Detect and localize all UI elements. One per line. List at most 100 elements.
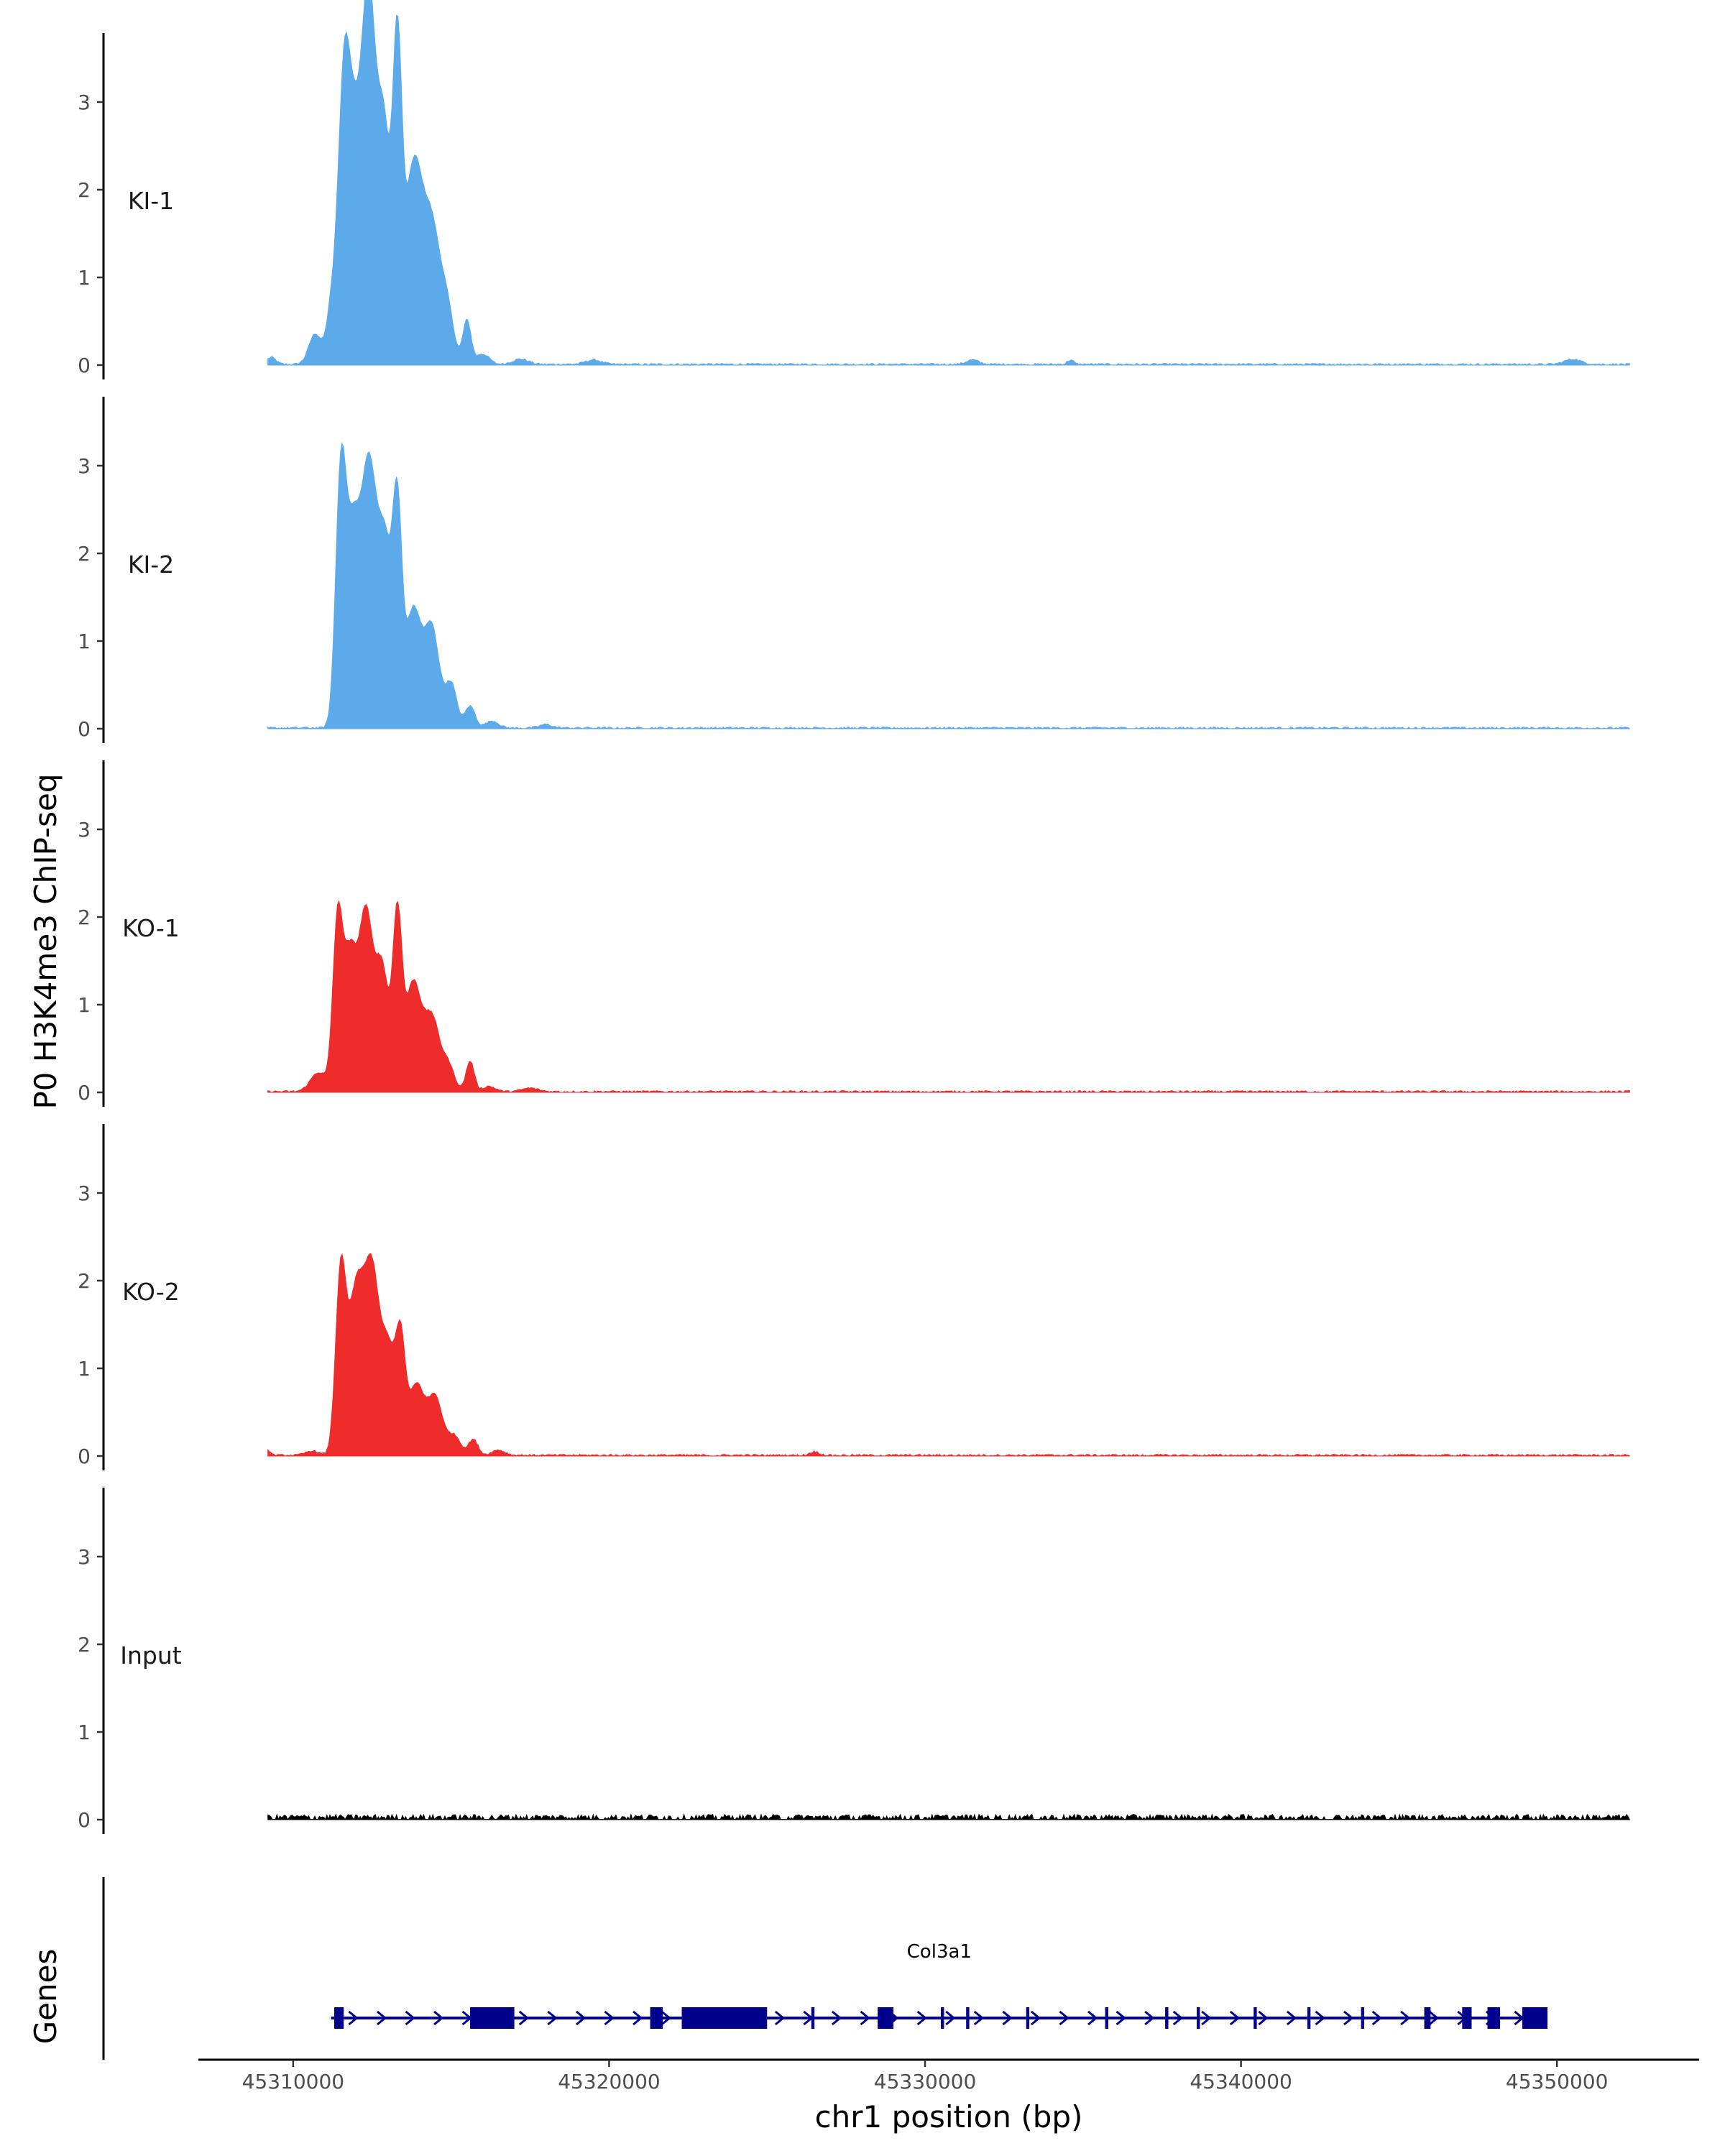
gene-exon <box>1424 2007 1431 2029</box>
track-label: Input <box>120 1641 182 1669</box>
strand-arrow <box>916 2010 928 2026</box>
strand-arrow <box>1485 2010 1496 2026</box>
strand-arrow <box>461 2010 473 2026</box>
signal-area <box>267 900 1630 1093</box>
signal-area <box>267 441 1630 729</box>
strand-arrow <box>1371 2010 1382 2026</box>
strand-arrow <box>973 2010 985 2026</box>
gene-exon <box>1197 2007 1200 2029</box>
strand-arrow <box>774 2010 786 2026</box>
gene-exon <box>681 2007 768 2029</box>
strand-arrow <box>604 2010 615 2026</box>
signal-area <box>267 1812 1630 1821</box>
strand-arrow <box>661 2010 671 2026</box>
x-tick-label: 45320000 <box>558 2070 661 2093</box>
gene-track: Col3a1 <box>102 1877 1548 2060</box>
track-ki-2: 0 1 2 3 KI-2 <box>78 397 1630 743</box>
strand-arrow <box>433 2010 444 2026</box>
track-ko-2: 0 1 2 3 KO-2 <box>78 1124 1630 1470</box>
track-input: 0 1 2 3 Input <box>78 1488 1630 1834</box>
x-tick-label: 45340000 <box>1190 2070 1292 2093</box>
y-tick-label: 2 <box>78 1269 91 1293</box>
strand-arrow <box>860 2010 870 2026</box>
strand-arrow <box>1087 2010 1098 2026</box>
gene-track-title: Genes <box>28 1949 63 2045</box>
strand-arrow <box>1428 2010 1440 2026</box>
strand-arrow <box>689 2010 700 2026</box>
strand-arrow <box>575 2010 586 2026</box>
y-tick-label: 2 <box>78 1633 91 1657</box>
strand-arrow <box>1400 2010 1411 2026</box>
strand-arrow <box>803 2010 814 2026</box>
track-label: KO-1 <box>122 914 180 942</box>
gene-exon <box>650 2007 663 2029</box>
signal-tracks: 0 1 2 3 KI-1 0 1 2 3 KI-2 0 1 2 3 KO-1 0 1 2 3 KO-2 0 1 2 3 Inpu… <box>78 0 1630 1834</box>
strand-arrow <box>1116 2010 1126 2026</box>
gene-exon <box>1522 2007 1548 2029</box>
x-tick-label: 45310000 <box>242 2070 345 2093</box>
y-tick-label: 3 <box>78 1545 91 1569</box>
strand-arrow <box>490 2010 501 2026</box>
strand-arrow <box>405 2010 415 2026</box>
gene-exon <box>1105 2007 1108 2029</box>
y-tick-label: 1 <box>78 266 91 290</box>
gene-exon <box>966 2007 970 2029</box>
strand-arrow <box>888 2010 899 2026</box>
gene-exon <box>1165 2007 1169 2029</box>
y-tick-label: 1 <box>78 630 91 653</box>
strand-arrow <box>1002 2010 1013 2026</box>
gene-exon <box>941 2007 944 2029</box>
strand-arrow <box>945 2010 956 2026</box>
strand-arrow <box>746 2010 757 2026</box>
gene-name-label: Col3a1 <box>907 1941 972 1963</box>
track-label: KO-2 <box>122 1278 180 1306</box>
strand-arrow <box>1030 2010 1041 2026</box>
strand-arrow <box>377 2010 387 2026</box>
track-ko-1: 0 1 2 3 KO-1 <box>78 760 1630 1107</box>
strand-arrow <box>717 2010 729 2026</box>
gene-exon <box>470 2007 515 2029</box>
strand-arrow <box>1201 2010 1212 2026</box>
strand-arrow <box>518 2010 530 2026</box>
track-ki-1: 0 1 2 3 KI-1 <box>78 0 1630 379</box>
y-tick-label: 0 <box>78 1445 91 1468</box>
strand-arrow <box>1258 2010 1269 2026</box>
y-tick-label: 3 <box>78 91 91 114</box>
y-tick-label: 3 <box>78 818 91 842</box>
y-tick-label: 1 <box>78 993 91 1017</box>
y-tick-label: 1 <box>78 1357 91 1381</box>
strand-arrow <box>348 2010 359 2026</box>
y-tick-label: 0 <box>78 354 91 377</box>
x-tick-label: 45350000 <box>1506 2070 1609 2093</box>
track-label: KI-1 <box>128 187 174 215</box>
strand-arrow <box>632 2010 643 2026</box>
strand-arrow <box>1286 2010 1297 2026</box>
strand-arrow <box>1315 2010 1325 2026</box>
y-tick-label: 2 <box>78 906 91 929</box>
y-tick-label: 1 <box>78 1720 91 1744</box>
strand-arrow <box>832 2010 842 2026</box>
gene-exon <box>1254 2007 1257 2029</box>
strand-arrow <box>1514 2010 1524 2026</box>
strand-arrow <box>1144 2010 1155 2026</box>
track-label: KI-2 <box>128 550 174 579</box>
strand-arrow <box>1343 2010 1354 2026</box>
strand-arrow <box>1457 2010 1468 2026</box>
y-tick-label: 0 <box>78 1081 91 1105</box>
y-tick-label: 2 <box>78 542 91 566</box>
gene-exon <box>1307 2007 1311 2029</box>
y-axis-title: P0 H3K4me3 ChIP-seq <box>28 773 63 1109</box>
strand-arrow <box>1172 2010 1184 2026</box>
x-axis: 45310000 45320000 45330000 45340000 45350000 <box>198 2058 1699 2093</box>
strand-arrow <box>1059 2010 1070 2026</box>
y-tick-label: 3 <box>78 1181 91 1205</box>
gene-exon <box>1026 2007 1030 2029</box>
x-tick-label: 45330000 <box>874 2070 977 2093</box>
y-tick-label: 0 <box>78 1808 91 1832</box>
x-axis-title: chr1 position (bp) <box>815 2099 1083 2134</box>
gene-exon <box>334 2007 344 2029</box>
y-tick-label: 3 <box>78 454 91 478</box>
signal-area <box>267 0 1630 366</box>
